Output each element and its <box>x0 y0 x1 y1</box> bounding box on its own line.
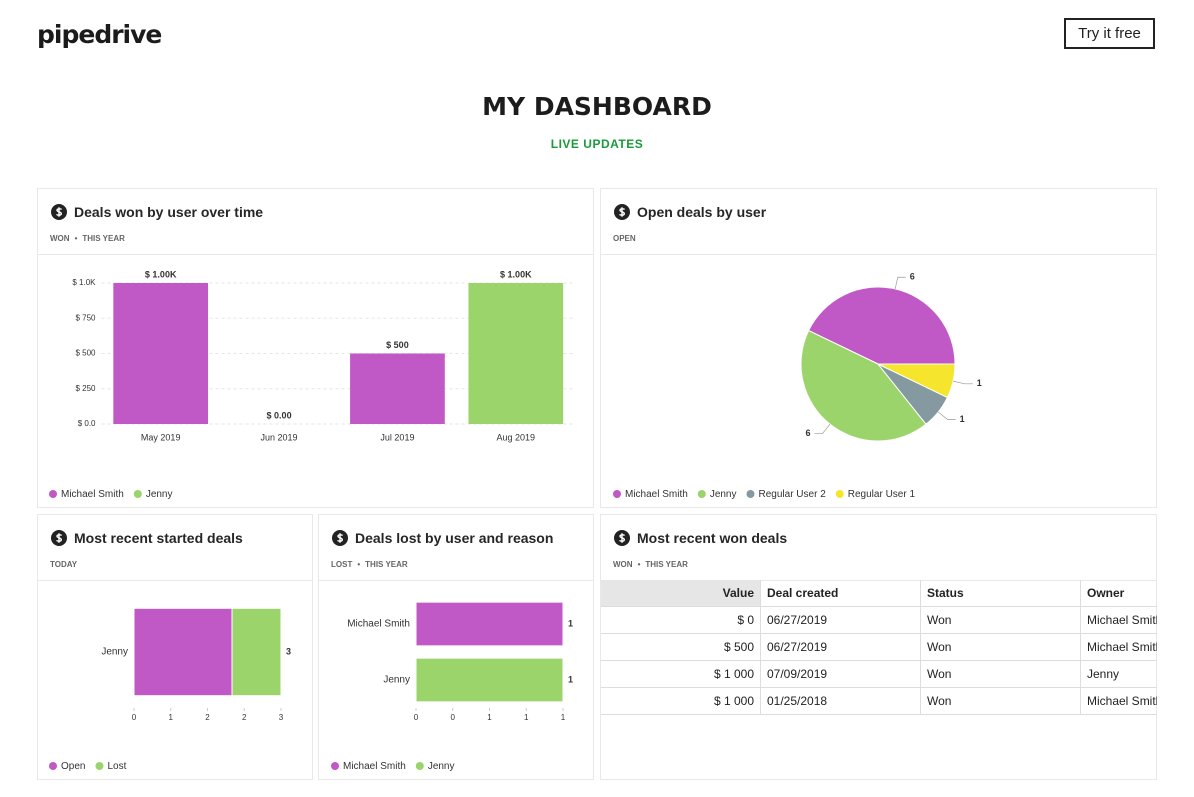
table-cell: Won <box>920 687 1081 715</box>
card-title: Deals lost by user and reason <box>355 530 554 546</box>
table-cell: $ 500 <box>601 633 761 661</box>
card-header: Deals won by user over time WON • THIS YEAR <box>38 189 593 255</box>
tag-separator: • <box>74 234 78 243</box>
table-cell: Won <box>920 660 1081 688</box>
table-cell: Won <box>920 606 1081 634</box>
card-title: Most recent started deals <box>74 530 243 546</box>
table-row: $ 1 000 01/25/2018 Won Michael Smith <box>601 687 1157 715</box>
table-cell: $ 1 000 <box>601 660 761 688</box>
dashboard-title: MY DASHBOARD <box>482 92 712 121</box>
card-header: Open deals by user OPEN <box>601 189 1156 255</box>
card-tags: TODAY <box>50 560 77 569</box>
column-header: Deal created <box>760 580 921 607</box>
won-deals-table: Value Deal created Status Owner $ 0 06/27/201… <box>601 580 1157 715</box>
table-cell: Michael Smith <box>1080 633 1157 661</box>
tag: THIS YEAR <box>82 234 125 243</box>
card-title: Deals won by user over time <box>74 204 264 220</box>
card-header: Most recent started deals TODAY <box>38 515 312 581</box>
dollar-icon <box>51 530 67 546</box>
table-cell: Michael Smith <box>1080 687 1157 715</box>
dollar-icon <box>614 530 630 546</box>
tag: WON <box>613 560 633 569</box>
column-header: Owner <box>1080 580 1157 607</box>
table-cell: $ 0 <box>601 606 761 634</box>
tag: THIS YEAR <box>365 560 408 569</box>
card-tags: OPEN <box>613 234 636 243</box>
header-row: Value Deal created Status Owner <box>601 580 1157 607</box>
card-header: Deals lost by user and reason LOST • THIS Y… <box>319 515 593 581</box>
table-row: $ 0 06/27/2019 Won Michael Smith <box>601 606 1157 634</box>
dollar-icon <box>332 530 348 546</box>
dollar-icon <box>614 204 630 220</box>
card-tags: WON • THIS YEAR <box>50 234 125 243</box>
table-cell: 06/27/2019 <box>760 633 921 661</box>
tag-separator: • <box>357 560 361 569</box>
tag-separator: • <box>637 560 641 569</box>
table-wrap: Value Deal created Status Owner $ 0 06/27/201… <box>601 580 1157 715</box>
column-header: Value <box>601 580 761 607</box>
table-cell: $ 1 000 <box>601 687 761 715</box>
dollar-icon <box>51 204 67 220</box>
table-cell: 07/09/2019 <box>760 660 921 688</box>
table-cell: 01/25/2018 <box>760 687 921 715</box>
table-cell: Won <box>920 633 1081 661</box>
logo[interactable]: pipedrive <box>37 20 162 49</box>
tag: LOST <box>331 560 353 569</box>
table-cell: Jenny <box>1080 660 1157 688</box>
dashboard-subtitle: LIVE UPDATES <box>550 137 644 151</box>
card-title: Most recent won deals <box>637 530 788 546</box>
card-title: Open deals by user <box>637 204 767 220</box>
tag: WON <box>50 234 70 243</box>
tag: THIS YEAR <box>645 560 688 569</box>
tag: TODAY <box>50 560 78 569</box>
column-header: Status <box>920 580 1081 607</box>
table-cell: 06/27/2019 <box>760 606 921 634</box>
try-button[interactable]: Try it free <box>1064 18 1155 49</box>
table-row: $ 500 06/27/2019 Won Michael Smith <box>601 633 1157 661</box>
table-cell: Michael Smith <box>1080 606 1157 634</box>
card: Deals lost by user and reason LOST • THIS Y… <box>318 514 594 780</box>
card-tags: WON • THIS YEAR <box>613 560 688 569</box>
card-tags: LOST • THIS YEAR <box>331 560 408 569</box>
tag: OPEN <box>613 234 636 243</box>
table-row: $ 1 000 07/09/2019 Won Jenny <box>601 660 1157 688</box>
